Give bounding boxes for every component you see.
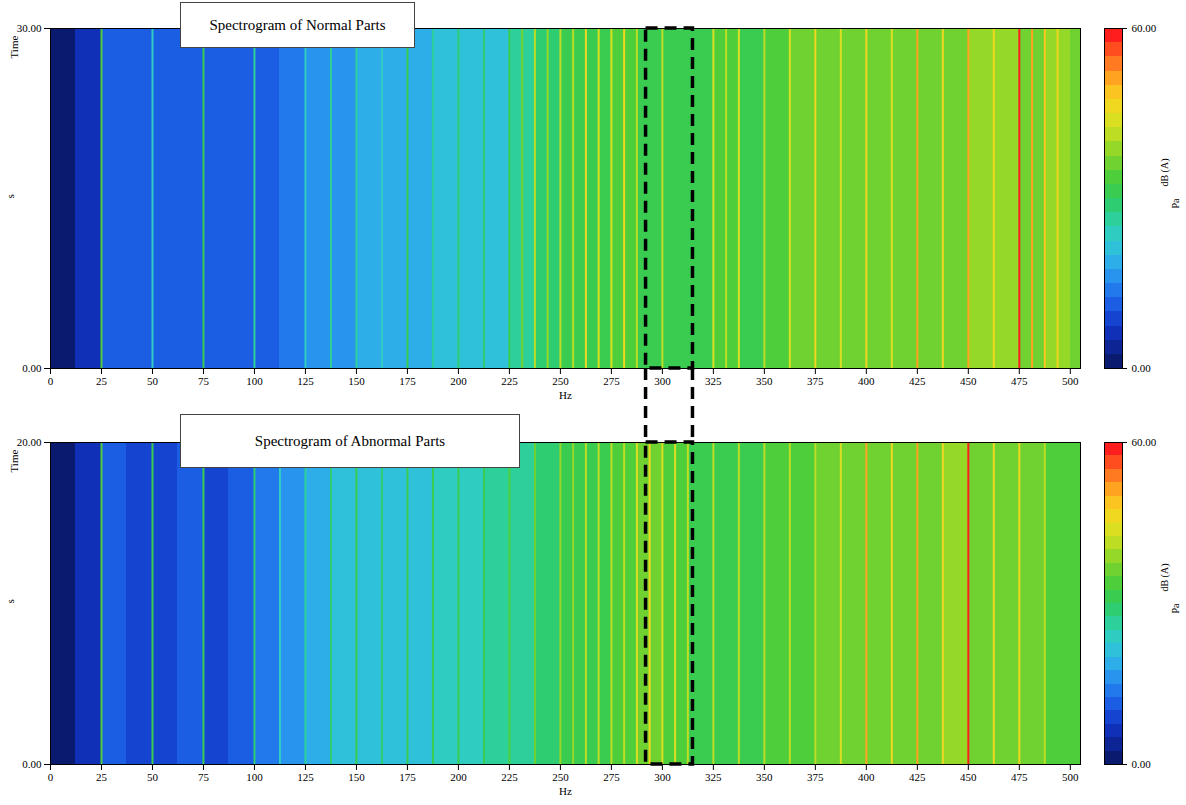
svg-text:Hz: Hz: [559, 785, 572, 797]
svg-text:Pa: Pa: [1170, 198, 1181, 209]
svg-text:375: 375: [807, 771, 824, 783]
svg-text:0.00: 0.00: [1132, 758, 1152, 770]
svg-text:500: 500: [1062, 375, 1079, 387]
svg-text:0.00: 0.00: [22, 362, 42, 374]
svg-text:0: 0: [48, 375, 54, 387]
svg-text:60.00: 60.00: [1132, 22, 1157, 34]
svg-text:0.00: 0.00: [1132, 362, 1152, 374]
svg-text:350: 350: [756, 771, 773, 783]
svg-text:s: s: [4, 194, 16, 198]
html-text:Spectrogram of Abnormal Parts: Spectrogram of Abnormal Parts: [254, 432, 446, 449]
svg-text:350: 350: [756, 375, 773, 387]
svg-text:250: 250: [552, 771, 569, 783]
svg-text:450: 450: [960, 375, 977, 387]
svg-text:100: 100: [246, 375, 263, 387]
svg-text:325: 325: [705, 771, 722, 783]
svg-text:100: 100: [246, 771, 263, 783]
svg-text:200: 200: [450, 771, 467, 783]
svg-text:25: 25: [96, 375, 108, 387]
svg-text:Pa: Pa: [1170, 603, 1181, 614]
svg-text:425: 425: [909, 771, 926, 783]
svg-text:125: 125: [297, 771, 314, 783]
svg-text:275: 275: [603, 375, 620, 387]
svg-text:425: 425: [909, 375, 926, 387]
svg-text:25: 25: [96, 771, 108, 783]
svg-text:dB (A): dB (A): [1159, 564, 1171, 592]
svg-text:300: 300: [654, 375, 671, 387]
svg-text:375: 375: [807, 375, 824, 387]
svg-text:20.00: 20.00: [17, 436, 42, 448]
svg-text:200: 200: [450, 375, 467, 387]
svg-text:0.00: 0.00: [22, 758, 42, 770]
svg-text:75: 75: [198, 771, 210, 783]
svg-text:0: 0: [48, 771, 54, 783]
svg-text:150: 150: [348, 771, 365, 783]
svg-text:30.00: 30.00: [17, 22, 42, 34]
svg-text:450: 450: [960, 771, 977, 783]
svg-text:Hz: Hz: [559, 389, 572, 401]
svg-text:325: 325: [705, 375, 722, 387]
svg-text:75: 75: [198, 375, 210, 387]
svg-text:400: 400: [858, 375, 875, 387]
svg-text:Time: Time: [8, 450, 20, 473]
svg-text:50: 50: [147, 375, 159, 387]
svg-text:60.00: 60.00: [1132, 436, 1157, 448]
svg-text:150: 150: [348, 375, 365, 387]
html-text:Spectrogram of Normal Parts: Spectrogram of Normal Parts: [209, 16, 386, 33]
svg-text:400: 400: [858, 771, 875, 783]
svg-text:475: 475: [1011, 375, 1028, 387]
svg-text:125: 125: [297, 375, 314, 387]
svg-text:175: 175: [399, 771, 416, 783]
svg-text:175: 175: [399, 375, 416, 387]
svg-text:475: 475: [1011, 771, 1028, 783]
svg-text:250: 250: [552, 375, 569, 387]
svg-text:s: s: [4, 599, 16, 603]
svg-text:Time: Time: [8, 36, 20, 59]
svg-text:275: 275: [603, 771, 620, 783]
svg-text:225: 225: [501, 771, 518, 783]
svg-text:50: 50: [147, 771, 159, 783]
svg-text:dB (A): dB (A): [1159, 159, 1171, 187]
svg-text:300: 300: [654, 771, 671, 783]
svg-text:500: 500: [1062, 771, 1079, 783]
svg-text:225: 225: [501, 375, 518, 387]
